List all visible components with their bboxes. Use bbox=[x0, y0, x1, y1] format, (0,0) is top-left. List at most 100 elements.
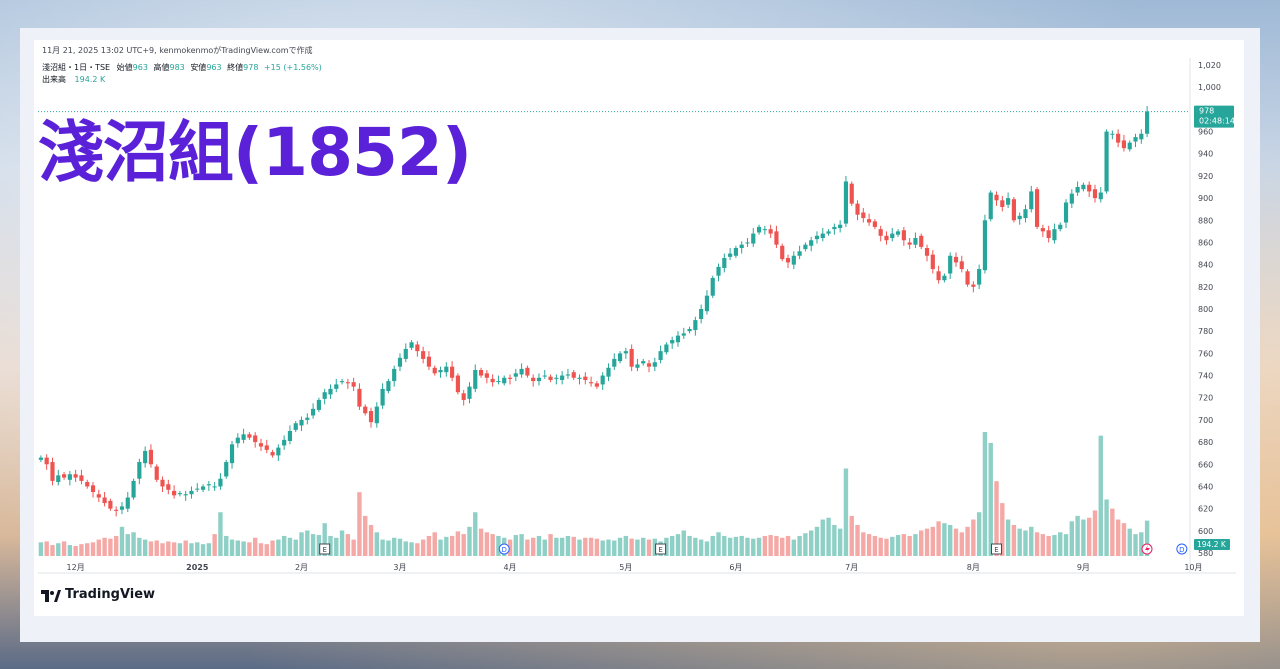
candle-body bbox=[484, 373, 489, 378]
candle-body bbox=[658, 351, 663, 361]
volume-bar bbox=[183, 540, 188, 556]
volume-bar bbox=[90, 542, 96, 556]
candle-body bbox=[467, 386, 472, 399]
last-price-value: 978 bbox=[1199, 107, 1214, 116]
volume-bar bbox=[224, 535, 229, 556]
earnings-marker-icon bbox=[991, 543, 1003, 555]
volume-bar bbox=[617, 537, 623, 556]
candle-body bbox=[229, 444, 235, 464]
volume-bar bbox=[687, 535, 692, 556]
volume-bar bbox=[924, 528, 930, 556]
volume-bar bbox=[623, 535, 629, 556]
candle-body bbox=[1058, 224, 1063, 230]
candle-body bbox=[38, 457, 43, 460]
candle-body bbox=[704, 295, 710, 312]
volume-bar bbox=[85, 543, 90, 556]
candle-body bbox=[1006, 198, 1011, 205]
volume-bar bbox=[664, 537, 669, 556]
candle-body bbox=[525, 367, 530, 376]
volume-bar bbox=[559, 537, 565, 556]
volume-bar bbox=[473, 512, 478, 556]
volume-bar bbox=[409, 542, 414, 556]
event-marker-label: D bbox=[502, 546, 507, 554]
y-tick-label: 780 bbox=[1198, 327, 1213, 336]
volume-bar bbox=[166, 541, 171, 556]
earnings-marker-icon bbox=[655, 543, 667, 555]
symbol-name: 淺沼組・1日・TSE bbox=[42, 63, 111, 72]
candle-body bbox=[195, 488, 200, 490]
candle-body bbox=[351, 382, 356, 387]
volume-bar bbox=[1046, 535, 1051, 556]
tradingview-logo-icon bbox=[41, 590, 61, 602]
candle-body bbox=[536, 377, 542, 382]
candle-body bbox=[531, 377, 536, 382]
y-tick-label: 800 bbox=[1198, 305, 1213, 314]
y-tick-label: 840 bbox=[1198, 261, 1213, 270]
candle-body bbox=[982, 220, 988, 271]
volume-bar bbox=[1029, 526, 1034, 556]
volume-bar bbox=[756, 537, 762, 556]
volume-bar bbox=[681, 530, 686, 556]
volume-bar bbox=[328, 535, 333, 556]
volume-bar bbox=[762, 535, 768, 556]
volume-bar bbox=[420, 539, 426, 556]
volume-bar bbox=[971, 519, 976, 556]
volume-bar bbox=[878, 537, 883, 556]
volume-line: 出来高 194.2 K bbox=[42, 74, 105, 85]
candle-body bbox=[513, 373, 518, 377]
volume-bar bbox=[148, 541, 154, 556]
y-tick-label: 860 bbox=[1198, 238, 1213, 247]
volume-bar bbox=[1040, 534, 1046, 556]
volume-bar bbox=[363, 515, 368, 556]
candle-body bbox=[415, 344, 420, 352]
candle-body bbox=[855, 203, 860, 215]
volume-bar bbox=[247, 542, 252, 556]
candle-body bbox=[102, 497, 107, 504]
volume-bar bbox=[1081, 519, 1086, 556]
candle-body bbox=[722, 257, 727, 268]
candle-body bbox=[600, 375, 605, 385]
candle-body bbox=[687, 328, 692, 332]
volume-bar bbox=[588, 537, 594, 556]
candle-body bbox=[56, 475, 61, 483]
candle-body bbox=[780, 245, 785, 260]
alert-bolt-glyph bbox=[1145, 545, 1150, 553]
y-tick-label: 720 bbox=[1198, 394, 1213, 403]
volume-bar bbox=[1075, 515, 1080, 556]
volume-bar bbox=[368, 525, 374, 556]
volume-bar bbox=[386, 540, 391, 556]
candle-body bbox=[803, 244, 808, 250]
earnings-marker-icon bbox=[319, 543, 331, 555]
countdown-timer: 02:48:14 bbox=[1199, 117, 1235, 126]
x-tick-label: 3月 bbox=[393, 563, 406, 572]
volume-bar bbox=[449, 535, 455, 556]
candle-body bbox=[745, 242, 750, 244]
volume-bar bbox=[67, 545, 73, 556]
volume-bar bbox=[258, 543, 264, 556]
y-tick-label: 820 bbox=[1198, 283, 1213, 292]
candle-body bbox=[977, 269, 982, 285]
volume-bar bbox=[374, 532, 380, 556]
candle-body bbox=[287, 431, 293, 441]
volume-bar bbox=[994, 481, 999, 556]
price-change: +15 (+1.56%) bbox=[263, 63, 322, 72]
volume-bar bbox=[849, 515, 854, 556]
x-tick-label: 9月 bbox=[1077, 563, 1090, 572]
volume-bar bbox=[947, 525, 953, 556]
candle-body bbox=[936, 271, 941, 281]
volume-bar bbox=[698, 539, 704, 556]
candle-body bbox=[258, 443, 264, 447]
candle-body bbox=[1052, 229, 1057, 241]
volume-bar bbox=[837, 528, 843, 556]
candle-body bbox=[878, 229, 883, 236]
volume-bar bbox=[160, 543, 165, 556]
volume-bar bbox=[1000, 503, 1005, 556]
volume-bar bbox=[629, 538, 634, 556]
volume-bar bbox=[606, 539, 611, 556]
candle-body bbox=[849, 183, 854, 204]
candle-body bbox=[177, 493, 182, 495]
candle-body bbox=[733, 248, 738, 256]
volume-bar bbox=[1127, 528, 1132, 556]
candle-body bbox=[403, 348, 408, 359]
